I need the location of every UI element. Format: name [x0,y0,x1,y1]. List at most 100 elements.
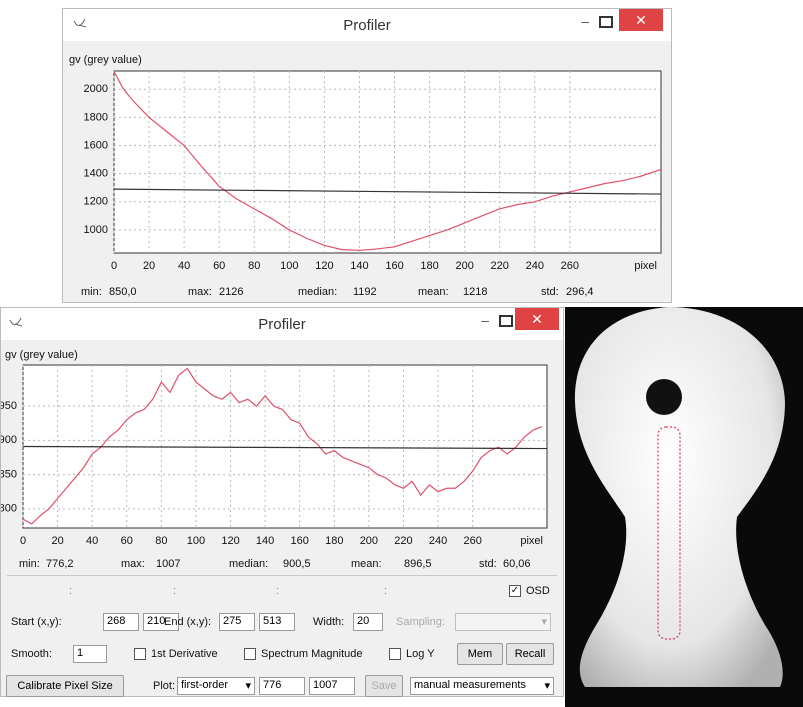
x-tick-label: 140 [350,260,368,272]
width-label: Width: [313,616,345,628]
smooth-label: Smooth: [11,648,52,660]
y-tick-label: 800 [1,503,17,515]
x-tick-label: 160 [291,535,309,547]
stat-label: min: [81,286,102,298]
window-title: Profiler [343,17,391,34]
x-tick-label: 220 [394,535,412,547]
checkbox-label: 1st Derivative [151,648,218,660]
y-axis-label: gv (grey value) [5,349,78,361]
x-tick-label: 120 [315,260,333,272]
width-input[interactable]: 20 [353,613,383,631]
x-tick-label: 140 [256,535,274,547]
x-tick-label: 60 [213,260,225,272]
x-tick-label: 80 [155,535,167,547]
stat-label: max: [121,558,145,570]
osd-checkbox[interactable]: ✓ OSD [509,585,550,598]
save-button[interactable]: Save [365,675,403,697]
start-x-input[interactable]: 268 [103,613,139,631]
x-tick-label: 180 [420,260,438,272]
checkbox-label: Log Y [406,648,435,660]
status-colon: : [384,585,388,597]
x-tick-label: 240 [526,260,544,272]
x-tick-label: 200 [455,260,473,272]
stat-value: 1192 [353,286,377,298]
maximize-button[interactable] [599,16,613,28]
window-title: Profiler [258,316,306,333]
logy-checkbox[interactable]: Log Y [389,648,435,661]
stat-label: median: [229,558,269,570]
end-x-input[interactable]: 275 [219,613,255,631]
stat-label: median: [298,286,338,298]
stat-value: 776,2 [46,558,74,570]
stat-label: std: [479,558,497,570]
x-tick-label: 20 [143,260,155,272]
stat-value: 850,0 [109,286,137,298]
minimize-button[interactable]: – [481,312,489,328]
chart: 800 850 900 950 0 20 40 60 80 100 120 140 160 180 200 2… [1,364,548,547]
sample-image [565,307,803,707]
profile-line [22,445,548,450]
calibrate-button[interactable]: Calibrate Pixel Size [6,675,124,697]
plot-min-input[interactable]: 776 [259,677,305,695]
y-tick-label: 1800 [84,111,108,123]
end-y-input[interactable]: 513 [259,613,295,631]
x-tick-label: 100 [280,260,298,272]
y-tick-label: 1200 [84,196,108,208]
stat-value: 296,4 [566,286,594,298]
smooth-input[interactable]: 1 [73,645,107,663]
profile-line [113,188,662,195]
x-tick-label: 260 [561,260,579,272]
x-tick-label: 40 [86,535,98,547]
plot-mode-dropdown[interactable]: first-order ▾ [177,677,255,695]
y-tick-label: 850 [1,468,17,480]
x-axis-label: pixel [634,260,657,272]
x-tick-label: 220 [491,260,509,272]
app-icon [9,317,23,327]
status-colon: : [173,585,177,597]
hole [646,379,682,415]
profile-line [22,367,543,525]
recall-button[interactable]: Recall [506,643,554,665]
y-tick-label: 900 [1,434,17,446]
plot-area [113,70,662,254]
close-button[interactable]: ✕ [515,308,559,330]
sampling-dropdown[interactable]: ▾ [455,613,551,631]
checkbox-label: Spectrum Magnitude [261,648,363,660]
app-icon [73,18,87,28]
y-tick-label: 2000 [84,83,108,95]
plot-max-input[interactable]: 1007 [309,677,355,695]
stat-value: 900,5 [283,558,311,570]
x-tick-label: 40 [178,260,190,272]
spectrum-checkbox[interactable]: Spectrum Magnitude [244,648,363,661]
stat-value: 1007 [156,558,181,570]
close-button[interactable]: ✕ [619,9,663,31]
mem-button[interactable]: Mem [457,643,503,665]
y-tick-label: 1600 [84,139,108,151]
dropdown-value: first-order [181,679,229,691]
title-bar: Profiler – ✕ [63,9,671,41]
profiler-window-bottom: Profiler – ✕ gv (grey value) 800 850 900 95… [0,307,564,697]
derivative-checkbox[interactable]: 1st Derivative [134,648,218,661]
title-bar: Profiler – ✕ [1,308,563,340]
x-tick-label: 100 [187,535,205,547]
maximize-button[interactable] [499,315,513,327]
profile-region [657,426,681,640]
stat-label: std: [541,286,559,298]
status-colon: : [276,585,280,597]
stat-value: 1218 [463,286,488,298]
stat-value: 2126 [219,286,244,298]
separator [7,575,557,576]
x-tick-label: 0 [111,260,117,272]
status-colon: : [69,585,73,597]
profiler-window-top: Profiler – ✕ gv (grey value) 1000 1200 140… [62,8,672,303]
start-y-input[interactable]: 210 [143,613,179,631]
x-tick-label: 260 [463,535,481,547]
y-tick-label: 950 [1,400,17,412]
x-tick-label: 20 [51,535,63,547]
x-tick-label: 240 [429,535,447,547]
minimize-button[interactable]: – [581,13,589,29]
x-tick-label: 0 [20,535,26,547]
measurements-dropdown[interactable]: manual measurements ▾ [410,677,554,695]
dropdown-value: manual measurements [414,679,526,691]
